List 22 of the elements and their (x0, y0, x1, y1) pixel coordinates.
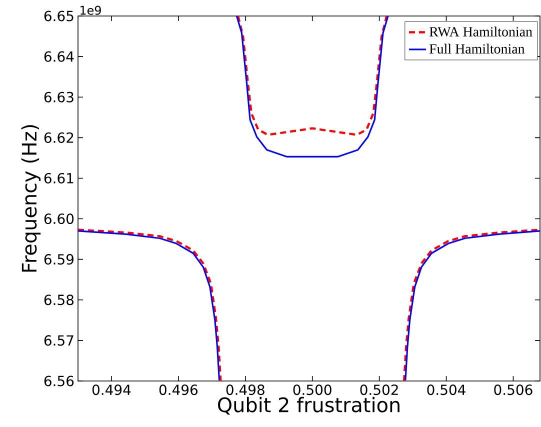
x-tick-label: 0.502 (360, 384, 398, 396)
y-tick-label: 6.63 (44, 92, 74, 102)
text: 1e9 (80, 6, 101, 15)
legend-label: RWA Hamiltonian (429, 26, 532, 37)
x-tick-label: 0.496 (159, 384, 198, 396)
y-tick-label: 6.65 (44, 10, 74, 22)
y-tick-label: 6.59 (44, 254, 74, 265)
y-tick-label: 6.57 (44, 335, 74, 346)
x-tick-label: 0.506 (494, 384, 532, 396)
y-tick-label: 6.61 (44, 172, 74, 184)
x-tick-label: 0.498 (226, 384, 264, 396)
x-axis-title: Qubit 2 frustration (218, 396, 400, 415)
y-tick-label: 6.60 (44, 213, 74, 224)
y-axis-title: Frequency (Hz) (21, 125, 41, 272)
legend-label: Full Hamiltonian (429, 44, 525, 54)
y-tick-label: 6.62 (44, 132, 74, 143)
y-tick-label: 6.56 (44, 376, 74, 386)
x-tick-label: 0.494 (92, 384, 131, 396)
y-tick-label: 6.64 (44, 51, 74, 62)
y-tick-label: 6.58 (44, 294, 74, 306)
x-tick-label: 0.504 (427, 384, 466, 396)
x-tick-label: 0.500 (293, 384, 332, 396)
